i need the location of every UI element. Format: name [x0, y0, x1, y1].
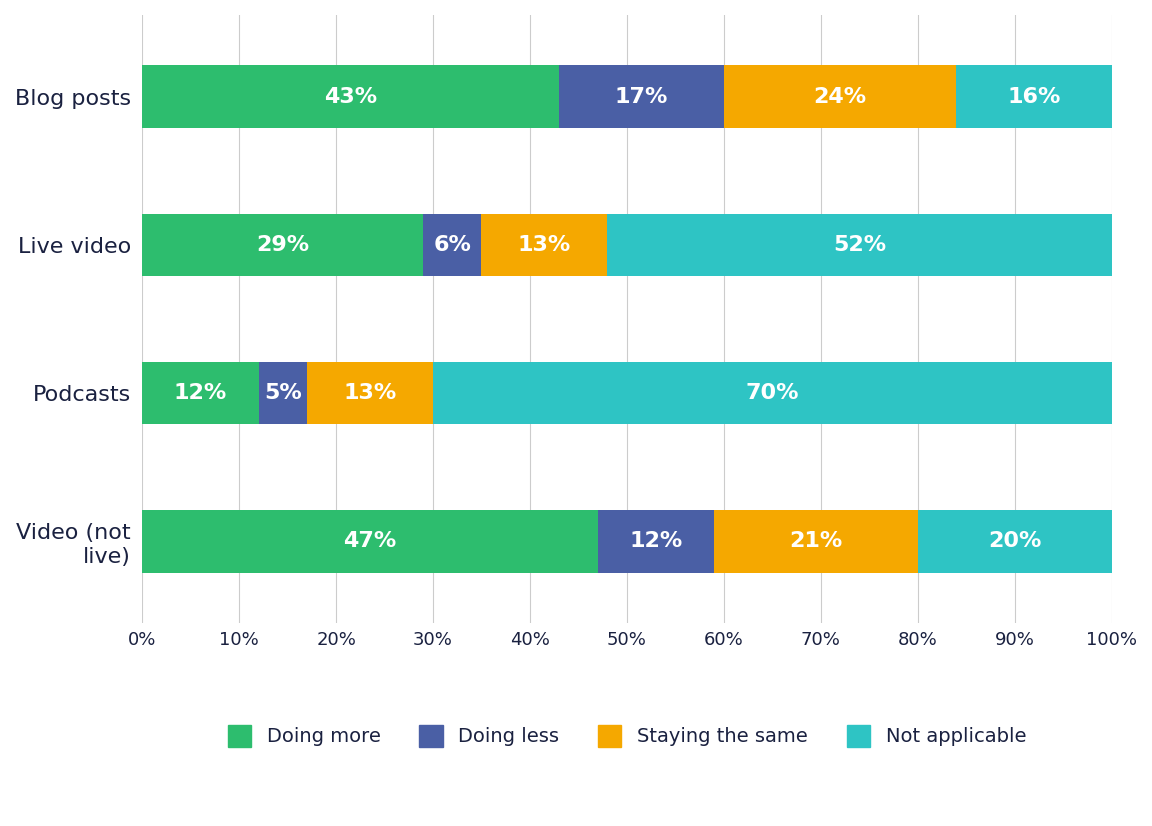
- Text: 17%: 17%: [615, 87, 668, 107]
- Text: 12%: 12%: [629, 531, 683, 552]
- Text: 29%: 29%: [256, 235, 310, 255]
- Bar: [598, 510, 714, 572]
- Text: 16%: 16%: [1007, 87, 1061, 107]
- Bar: [714, 510, 918, 572]
- Bar: [918, 510, 1112, 572]
- Bar: [956, 65, 1112, 128]
- Bar: [559, 65, 723, 128]
- Text: 5%: 5%: [264, 383, 302, 403]
- Text: 70%: 70%: [745, 383, 799, 403]
- Bar: [142, 362, 258, 425]
- Bar: [433, 362, 1112, 425]
- Text: 13%: 13%: [518, 235, 571, 255]
- Bar: [723, 65, 956, 128]
- Text: 21%: 21%: [789, 531, 842, 552]
- Text: 6%: 6%: [433, 235, 471, 255]
- Text: 52%: 52%: [833, 235, 886, 255]
- Text: 20%: 20%: [988, 531, 1041, 552]
- Bar: [607, 214, 1112, 276]
- Text: 13%: 13%: [343, 383, 396, 403]
- Bar: [308, 362, 433, 425]
- Bar: [423, 214, 482, 276]
- Legend: Doing more, Doing less, Staying the same, Not applicable: Doing more, Doing less, Staying the same…: [228, 724, 1026, 747]
- Bar: [142, 65, 559, 128]
- Bar: [258, 362, 308, 425]
- Bar: [142, 214, 423, 276]
- Bar: [142, 510, 598, 572]
- Bar: [482, 214, 607, 276]
- Text: 12%: 12%: [174, 383, 227, 403]
- Text: 24%: 24%: [813, 87, 866, 107]
- Text: 47%: 47%: [343, 531, 396, 552]
- Text: 43%: 43%: [324, 87, 377, 107]
